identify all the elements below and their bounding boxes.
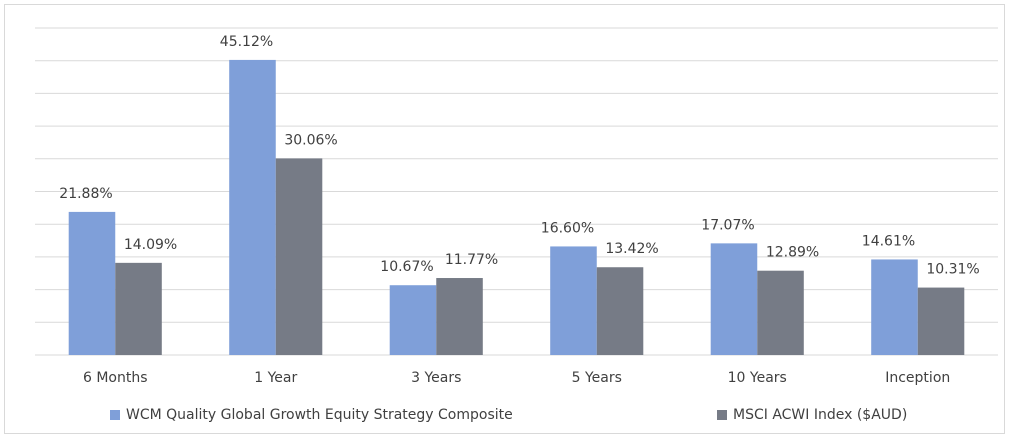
chart-border [4, 4, 1005, 434]
data-label: 17.07% [701, 217, 754, 233]
legend-label: MSCI ACWI Index ($AUD) [733, 407, 907, 423]
data-label: 10.67% [380, 259, 433, 275]
data-label: 45.12% [220, 34, 273, 50]
data-label: 12.89% [766, 245, 819, 261]
bar [917, 287, 965, 355]
bar [436, 278, 483, 355]
bar [115, 262, 162, 355]
data-label: 11.77% [445, 252, 498, 268]
x-tick-label: 5 Years [572, 370, 622, 386]
bar [710, 243, 758, 355]
bar [550, 246, 597, 355]
legend-label: WCM Quality Global Growth Equity Strateg… [126, 407, 513, 423]
x-tick-label: 1 Year [254, 370, 297, 386]
x-tick-label: 6 Months [83, 370, 148, 386]
legend-swatch [717, 410, 727, 420]
data-label: 21.88% [59, 186, 112, 202]
data-label: 30.06% [284, 132, 337, 148]
data-label: 13.42% [605, 241, 658, 257]
x-tick-label: 3 Years [411, 370, 461, 386]
bar [389, 285, 437, 355]
bar [757, 270, 804, 355]
bar [275, 158, 323, 355]
data-label: 10.31% [926, 262, 979, 278]
x-tick-label: 10 Years [728, 370, 787, 386]
bar [229, 59, 276, 356]
bar [68, 211, 116, 355]
bar [596, 267, 644, 355]
data-label: 16.60% [541, 220, 594, 236]
legend-swatch [110, 410, 120, 420]
bar [871, 259, 918, 355]
x-tick-label: Inception [885, 370, 950, 386]
data-label: 14.61% [862, 233, 915, 249]
data-label: 14.09% [124, 237, 177, 253]
